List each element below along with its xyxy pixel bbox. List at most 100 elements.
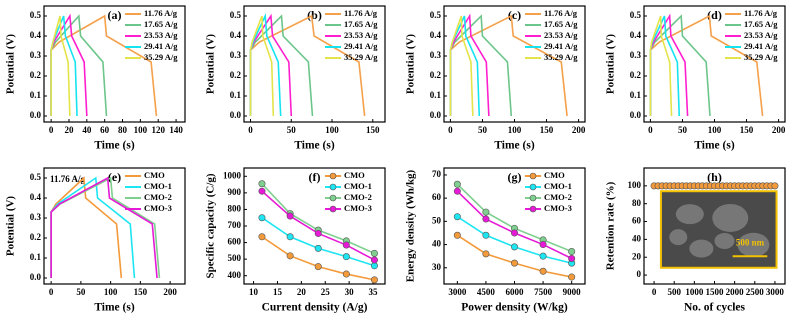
data-point	[510, 243, 518, 251]
legend-marker	[529, 205, 537, 213]
data-point	[258, 187, 266, 195]
x-tick-label: 150	[540, 125, 554, 135]
x-tick-label: 4500	[477, 287, 496, 297]
x-tick-label: 6000	[506, 287, 525, 297]
legend-label: 29.41 A/g	[144, 41, 178, 51]
y-tick-label: 600	[228, 237, 242, 247]
y-tick-label: 70	[432, 169, 442, 179]
y-tick-label: 0.0	[30, 272, 42, 282]
y-tick-label: 0.1	[230, 90, 242, 100]
x-tick-label: 100	[134, 125, 148, 135]
panel-label: (c)	[508, 8, 521, 22]
legend-label: 29.41 A/g	[744, 41, 778, 51]
y-tick-label: 40	[632, 233, 642, 243]
y-tick-label: 0.2	[30, 70, 42, 80]
y-tick-label: 0.0	[30, 110, 42, 120]
data-point	[286, 252, 294, 260]
y-axis-label: Potential (V)	[5, 34, 17, 95]
panel-label: (h)	[707, 170, 722, 184]
series-line	[456, 234, 572, 278]
legend-label: 35.29 A/g	[544, 52, 578, 62]
y-tick-label: 0.2	[630, 70, 642, 80]
panel-label: (a)	[108, 8, 122, 22]
y-axis-label: Retention rate (%)	[605, 181, 617, 270]
data-point	[568, 248, 576, 256]
y-axis-label: Potential (V)	[605, 34, 617, 95]
y-tick-label: 0.1	[630, 90, 642, 100]
y-tick-label: 20	[632, 251, 642, 261]
data-point	[370, 256, 378, 264]
legend-label: 17.65 A/g	[144, 19, 178, 29]
plot-frame	[43, 167, 186, 285]
inset-particle	[675, 204, 704, 225]
legend-label: CMO	[344, 170, 365, 180]
data-point	[482, 215, 490, 223]
y-tick-label: 0.5	[30, 10, 42, 20]
legend-label: CMO	[544, 170, 565, 180]
inset-particle	[737, 232, 770, 257]
data-point	[453, 180, 461, 188]
plot-frame	[43, 5, 186, 123]
inset-particle	[714, 232, 735, 249]
x-tick-label: 140	[169, 125, 183, 135]
y-tick-label: 50	[432, 215, 442, 225]
y-tick-label: 0.2	[430, 70, 442, 80]
legend-label: CMO-2	[344, 192, 372, 202]
x-tick-label: 200	[163, 287, 177, 297]
x-tick-label: 0	[448, 125, 453, 135]
x-tick-label: 35	[369, 287, 379, 297]
legend-label: 23.53 A/g	[144, 30, 178, 40]
legend-label: CMO-1	[544, 181, 572, 191]
legend-marker	[329, 205, 337, 213]
legend-label: CMO-2	[144, 192, 172, 202]
legend-marker	[529, 172, 537, 180]
x-tick-label: 10	[249, 287, 259, 297]
y-tick-label: 0.5	[430, 10, 442, 20]
x-axis-label: No. of cycles	[684, 302, 746, 314]
y-tick-label: 0.3	[630, 50, 642, 60]
series-line	[50, 176, 158, 279]
data-point	[510, 259, 518, 267]
x-tick-label: 0	[49, 125, 54, 135]
x-tick-label: 1500	[706, 287, 725, 297]
legend-label: 23.53 A/g	[344, 30, 378, 40]
y-tick-label: 0.3	[230, 50, 242, 60]
x-axis-label: Time (s)	[494, 140, 535, 152]
data-point	[258, 233, 266, 241]
x-tick-label: 150	[740, 125, 754, 135]
y-axis-label: Specific capacity (C/g)	[205, 173, 217, 278]
legend-marker	[529, 183, 537, 191]
x-tick-label: 20	[64, 125, 74, 135]
panel-label: (b)	[307, 8, 322, 22]
legend-marker	[329, 183, 337, 191]
data-point	[342, 270, 350, 278]
legend-label: 29.41 A/g	[544, 41, 578, 51]
y-tick-label: 0.5	[630, 10, 642, 20]
data-point	[539, 252, 547, 260]
x-tick-label: 15	[273, 287, 283, 297]
y-tick-label: 0.4	[630, 30, 642, 40]
x-tick-label: 100	[708, 125, 722, 135]
x-axis-label: Time (s)	[294, 140, 335, 152]
x-tick-label: 80	[118, 125, 128, 135]
panel-label: (f)	[309, 170, 321, 184]
data-point	[342, 253, 350, 261]
x-tick-label: 3000	[766, 287, 785, 297]
x-axis-label: Current density (A/g)	[262, 302, 368, 314]
series-line	[249, 15, 275, 117]
panel-label: (d)	[707, 8, 722, 22]
legend-marker	[329, 194, 337, 202]
data-point	[453, 231, 461, 239]
y-tick-label: 40	[432, 239, 442, 249]
legend-label: 29.41 A/g	[344, 41, 378, 51]
data-point	[482, 208, 490, 216]
data-point	[314, 263, 322, 271]
x-tick-label: 100	[104, 287, 118, 297]
legend-label: 11.76 A/g	[144, 8, 178, 18]
y-tick-label: 0.2	[30, 232, 42, 242]
x-tick-label: 50	[478, 125, 488, 135]
series-line	[449, 15, 474, 117]
y-tick-label: 60	[432, 192, 442, 202]
legend-label: CMO-1	[144, 181, 172, 191]
